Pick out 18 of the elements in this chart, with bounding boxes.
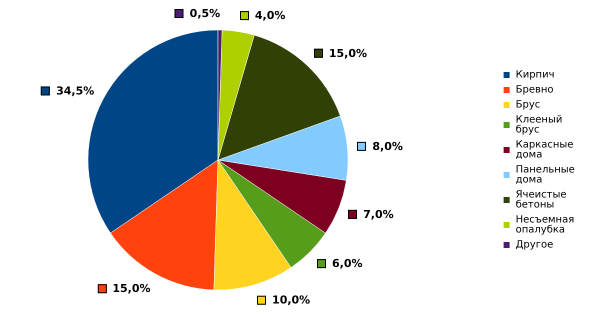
legend-label: Другое: [516, 240, 554, 250]
legend-label: Панельные дома: [516, 164, 578, 186]
data-label: 8,0%: [372, 140, 403, 153]
data-label: 4,0%: [254, 8, 286, 22]
data-label: 6,0%: [332, 257, 362, 270]
legend-label: Клееный брус: [516, 114, 566, 136]
data-label: 7,0%: [363, 207, 394, 220]
data-label: 15,0%: [328, 46, 367, 60]
legend-label: Несъемная опалубка: [516, 214, 578, 236]
data-label: 0,5%: [190, 7, 220, 20]
legend-label: Брус: [516, 100, 540, 110]
legend-label: Каркасные дома: [516, 140, 577, 160]
legend-label: Кирпич: [516, 70, 555, 80]
data-label: 10,0%: [272, 294, 310, 308]
data-label: 15,0%: [112, 282, 151, 295]
data-label: 34,5%: [56, 84, 94, 98]
legend-label: Бревно: [516, 84, 554, 96]
legend-label: Ячеистые бетоны: [516, 190, 570, 210]
